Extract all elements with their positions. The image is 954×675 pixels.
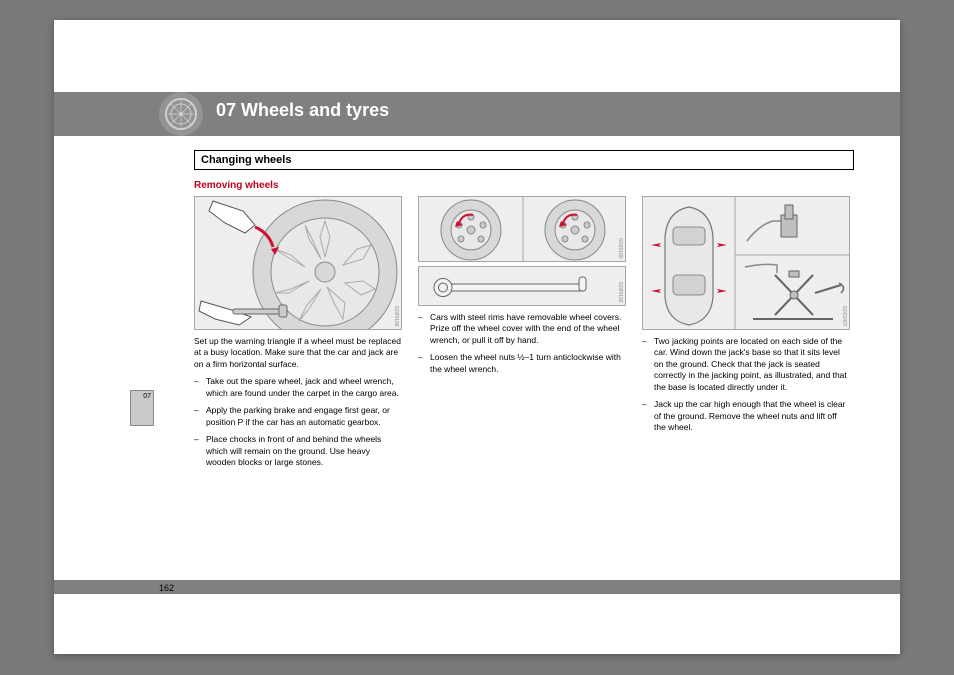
section-title-bar: Changing wheels bbox=[194, 150, 854, 170]
list-item: Cars with steel rims have removable whee… bbox=[418, 312, 626, 346]
list-item: Place chocks in front of and behind the … bbox=[194, 434, 402, 468]
section-title: Changing wheels bbox=[201, 154, 291, 166]
col1-intro: Set up the warning triangle if a wheel m… bbox=[194, 336, 402, 370]
list-item: Jack up the car high enough that the whe… bbox=[642, 399, 850, 433]
col1-list: Take out the spare wheel, jack and wheel… bbox=[194, 376, 402, 468]
column-1: G020189 Set up the warning triangle if a… bbox=[194, 196, 402, 475]
chapter-title: 07 Wheels and tyres bbox=[216, 100, 389, 121]
sub-heading: Removing wheels bbox=[194, 180, 278, 191]
list-item: Two jacking points are located on each s… bbox=[642, 336, 850, 393]
figure-wheel-wrench: G020192 bbox=[418, 266, 626, 306]
figure-wheel-nuts: G020190 bbox=[418, 196, 626, 262]
figure-label: G021407 bbox=[840, 306, 847, 327]
manual-page: 07 Wheels and tyres Changing wheels Remo… bbox=[54, 20, 900, 654]
column-2: G020190 G020192 Cars with steel rims hav… bbox=[418, 196, 626, 475]
chapter-side-tab: 07 bbox=[130, 390, 154, 426]
figure-label: G020192 bbox=[616, 282, 623, 303]
figure-wheel-cover-removal: G020189 bbox=[194, 196, 402, 330]
list-item: Apply the parking brake and engage first… bbox=[194, 405, 402, 428]
content-columns: G020189 Set up the warning triangle if a… bbox=[194, 196, 854, 475]
list-item: Take out the spare wheel, jack and wheel… bbox=[194, 376, 402, 399]
side-tab-number: 07 bbox=[143, 393, 151, 400]
figure-label: G020189 bbox=[392, 306, 399, 327]
chapter-number: 07 bbox=[216, 100, 236, 120]
col3-list: Two jacking points are located on each s… bbox=[642, 336, 850, 434]
tyre-icon bbox=[159, 92, 203, 136]
column-3: G021407 Two jacking points are located o… bbox=[642, 196, 850, 475]
col2-list: Cars with steel rims have removable whee… bbox=[418, 312, 626, 375]
figure-label: G020190 bbox=[616, 238, 623, 259]
list-item: Loosen the wheel nuts ½–1 turn anticlock… bbox=[418, 352, 626, 375]
page-number: 162 bbox=[159, 583, 174, 593]
footer-bar bbox=[54, 580, 900, 594]
chapter-name: Wheels and tyres bbox=[241, 100, 389, 120]
figure-jacking-points: G021407 bbox=[642, 196, 850, 330]
